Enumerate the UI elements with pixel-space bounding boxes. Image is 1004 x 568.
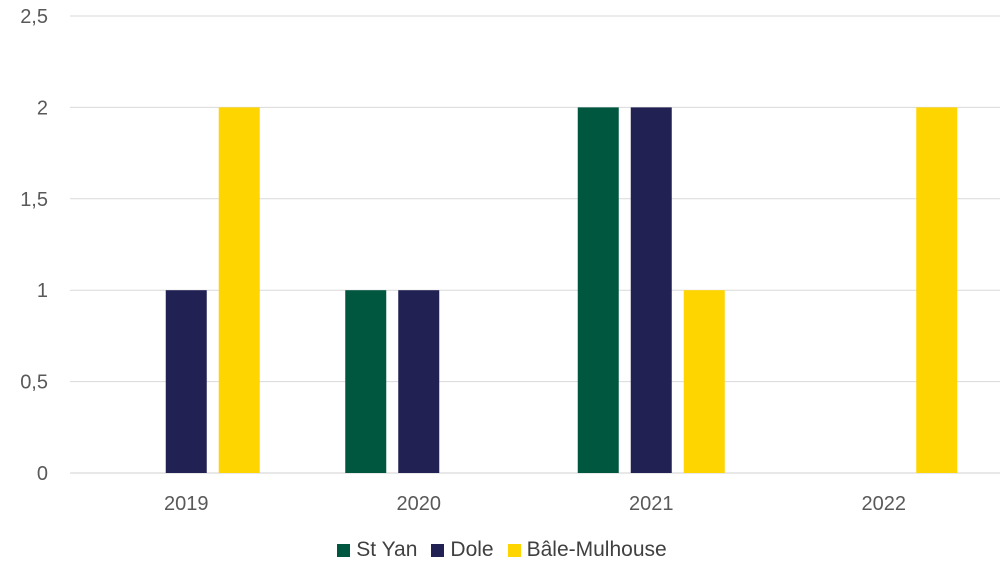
bar-b-le-mulhouse-2021 <box>683 290 725 473</box>
bar-st-yan-2020 <box>345 290 387 473</box>
y-tick-label: 1,5 <box>20 189 48 211</box>
y-tick-label: 0,5 <box>20 372 48 394</box>
legend-label: Bâle-Mulhouse <box>526 538 667 561</box>
legend-swatch <box>431 543 445 557</box>
y-tick-label: 0 <box>37 463 48 485</box>
legend-item: Bâle-Mulhouse <box>507 538 667 562</box>
y-axis-ticks: 0 0,5 1 1,5 2 2,5 <box>20 6 48 485</box>
x-tick-label: 2021 <box>629 493 674 515</box>
y-tick-label: 2 <box>37 97 48 119</box>
legend-label: St Yan <box>356 538 418 561</box>
legend-swatch <box>337 543 351 557</box>
y-tick-label: 2,5 <box>20 6 48 28</box>
x-tick-label: 2022 <box>862 493 907 515</box>
bars <box>165 107 958 474</box>
bar-b-le-mulhouse-2019 <box>218 107 260 474</box>
x-tick-label: 2020 <box>397 493 442 515</box>
bar-dole-2019 <box>165 290 207 473</box>
bar-b-le-mulhouse-2022 <box>916 107 958 474</box>
bar-st-yan-2021 <box>577 107 619 474</box>
y-tick-label: 1 <box>37 280 48 302</box>
bar-chart: 0 0,5 1 1,5 2 2,5 2019 2020 2021 2022 <box>20 6 1000 515</box>
legend-item: Dole <box>431 538 494 562</box>
bar-dole-2021 <box>630 107 672 474</box>
x-axis-ticks: 2019 2020 2021 2022 <box>164 493 906 515</box>
legend-swatch <box>507 543 521 557</box>
gridlines <box>70 15 1000 474</box>
legend-item: St Yan <box>337 538 417 562</box>
x-tick-label: 2019 <box>164 493 209 515</box>
legend: St Yan Dole Bâle-Mulhouse <box>0 538 1004 562</box>
legend-label: Dole <box>450 538 494 561</box>
bar-dole-2020 <box>398 290 440 473</box>
